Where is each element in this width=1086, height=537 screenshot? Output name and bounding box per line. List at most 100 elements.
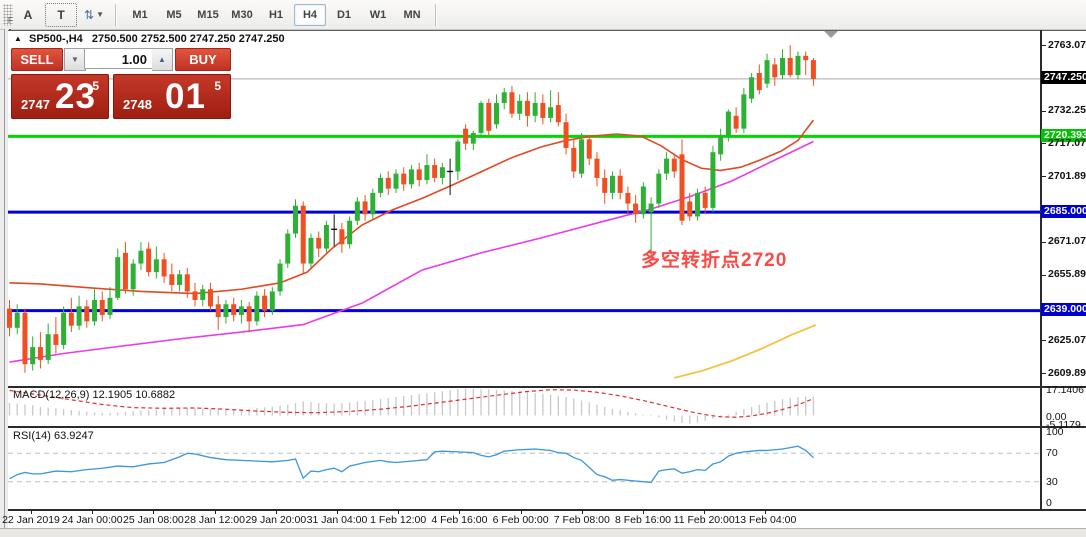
candle-body (687, 201, 693, 217)
candle-body (184, 274, 190, 292)
timeframe-button-h1[interactable]: H1 (268, 8, 284, 21)
time-axis-tick (31, 510, 32, 514)
toolbar: F A T ⇅ ▼ M1 M5 M15 M30 H1 H4 D1 W1 MN (0, 0, 1086, 30)
indicator-arrows-icon: ⇅ (84, 7, 95, 22)
buy-button[interactable]: BUY (175, 48, 231, 71)
time-axis-tick (153, 510, 155, 514)
candle-body (200, 289, 206, 300)
time-axis-label: 4 Feb 16:00 (431, 514, 488, 526)
macd-main-value: 12.1905 (92, 389, 133, 401)
price-axis-tag: 2720.393 (1041, 128, 1086, 142)
price-axis-tick (1042, 274, 1046, 276)
macd-axis-label: -5.1179 (1046, 418, 1081, 431)
timeframe-button-d1[interactable]: D1 (336, 8, 352, 21)
toolbar-handle-label: F (8, 16, 13, 25)
candle-body (107, 297, 113, 315)
candle-body (316, 237, 322, 249)
volume-decrease-button[interactable]: ▼ (64, 48, 86, 71)
panel-collapse-icon[interactable]: ▲ (14, 34, 22, 43)
time-axis-label: 1 Feb 12:00 (370, 514, 427, 526)
rsi-axis-label: 70 (1046, 447, 1058, 460)
sell-button[interactable]: SELL (11, 48, 63, 71)
candle-body (7, 308, 12, 328)
candle-body (130, 263, 136, 290)
timeframe-button-m15[interactable]: M15 (197, 8, 219, 21)
time-axis-tick (520, 510, 522, 514)
candle-body (354, 201, 360, 221)
candle-body (161, 259, 167, 277)
pane-separator-macd[interactable] (8, 386, 1086, 388)
chart-text-annotation: 多空转折点2720 (641, 250, 788, 271)
toolbar-drag-handle[interactable] (3, 3, 13, 26)
candle-body (262, 295, 268, 311)
one-click-trading-panel: SELL ▼ 1.00 ▲ BUY 2747 23 5 2748 01 5 (11, 48, 231, 119)
time-axis-label: 24 Jan 00:00 (61, 514, 123, 526)
candle-body (53, 334, 59, 345)
candle-body (625, 192, 631, 204)
triangle-down-icon: ▼ (71, 55, 79, 64)
time-axis-tick (459, 510, 461, 514)
candle-body (22, 312, 28, 365)
candle-body (424, 165, 430, 181)
candle-body (493, 102, 499, 125)
timeframe-button-m30[interactable]: M30 (231, 8, 253, 21)
text-label-tool-button[interactable]: T (45, 2, 77, 27)
indicator-arrows-button[interactable]: ⇅ ▼ (81, 3, 107, 27)
rsi-axis-label: 0 (1046, 497, 1052, 509)
time-axis-label: 28 Jan 12:00 (184, 514, 245, 526)
candle-body (231, 304, 237, 315)
candle-body (741, 94, 747, 129)
candle-body (269, 291, 275, 311)
sell-price-pips: 23 (55, 77, 96, 116)
timeframe-button-m1[interactable]: M1 (132, 8, 148, 21)
candle-body (555, 105, 561, 123)
candle-body (733, 115, 739, 129)
candle-body (764, 60, 770, 84)
buy-price-pips: 01 (165, 77, 206, 116)
chart-top-border (8, 30, 1086, 31)
timeframe-button-w1[interactable]: W1 (369, 8, 387, 21)
ohlc-open: 2750.500 (91, 33, 138, 45)
price-axis-label: 2732.250 (1048, 104, 1086, 117)
buy-price-handle: 2748 (123, 97, 152, 112)
candle-body (68, 312, 74, 326)
sell-price-tile[interactable]: 2747 23 5 (11, 74, 109, 119)
candle-body (293, 205, 299, 234)
candle-body (617, 175, 623, 193)
macd-signal-value: 10.6882 (135, 389, 176, 401)
price-axis-tag: 2685.000 (1041, 204, 1086, 218)
candle-body (323, 225, 329, 249)
price-axis-label: 2625.070 (1048, 333, 1086, 346)
timeframe-button-h4[interactable]: H4 (294, 3, 326, 26)
font-tool-button[interactable]: A (23, 7, 33, 22)
pane-separator-rsi[interactable] (8, 426, 1086, 428)
macd-indicator-label: MACD(12,26,9) 12.1905 10.6882 (13, 389, 175, 401)
volume-increase-button[interactable]: ▲ (152, 48, 173, 71)
candle-body (238, 306, 244, 315)
price-axis-label: 2701.890 (1048, 169, 1086, 182)
price-axis-tick (1042, 110, 1046, 112)
candle-body (486, 102, 492, 131)
timeframe-button-mn[interactable]: MN (403, 8, 421, 21)
price-axis-tag: 2747.250 (1041, 71, 1086, 85)
candle-body (563, 122, 569, 148)
chart-title: ▲ SP500-,H4 2750.500 2752.500 2747.250 2… (14, 33, 285, 45)
candle-body (725, 111, 731, 136)
candle-body (408, 169, 414, 185)
macd-name: MACD(12,26,9) (13, 389, 90, 401)
candle-body (362, 201, 368, 215)
time-axis-label: 7 Feb 08:00 (553, 514, 610, 526)
volume-input[interactable]: 1.00 (84, 48, 152, 69)
price-axis-tag: 2639.000 (1041, 303, 1086, 317)
candle-body (694, 192, 700, 217)
price-axis-label: 2717.070 (1048, 136, 1086, 149)
buy-price-tile[interactable]: 2748 01 5 (113, 74, 231, 119)
time-axis-label: 31 Jan 04:00 (306, 514, 368, 526)
timeframe-button-m5[interactable]: M5 (166, 8, 182, 21)
candle-body (300, 205, 306, 264)
candle-body (586, 139, 592, 159)
candle-body (548, 107, 554, 118)
candle-body (718, 135, 724, 155)
candle-body (215, 304, 221, 318)
